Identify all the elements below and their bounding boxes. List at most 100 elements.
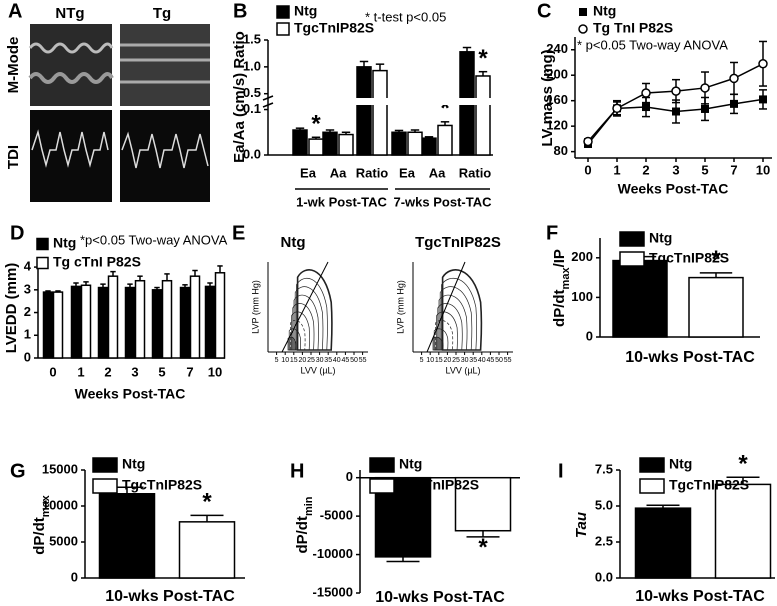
point xyxy=(583,136,593,147)
x-axis-label: 10-wks Post-TAC xyxy=(105,588,235,605)
y-tick-label: 5000 xyxy=(49,533,78,548)
y-axis-label-text: Tau xyxy=(573,512,590,538)
pv-loop xyxy=(438,294,468,351)
y-tick-label: 1.5 xyxy=(243,31,261,46)
panel-label: G xyxy=(10,460,26,482)
tdi-image xyxy=(120,110,210,202)
y-tick-label: -15000 xyxy=(313,584,353,599)
pv-loop xyxy=(439,286,473,351)
y-axis-label-sub: max xyxy=(560,267,572,290)
x-axis-label: Weeks Post-TAC xyxy=(75,386,186,402)
column-title: NTg xyxy=(55,5,84,22)
y-axis-label: LVP (mm Hg) xyxy=(250,280,260,334)
column-title: Tg xyxy=(153,5,171,22)
y-tick-label: 0.5 xyxy=(243,85,261,100)
y-tick-label: 100 xyxy=(571,289,593,304)
bar xyxy=(338,133,354,156)
y-axis-label: LV mass (mg) xyxy=(539,49,556,146)
y-tick-label: 0 xyxy=(346,469,353,484)
legend-label: TgcTnIP82S xyxy=(399,477,479,493)
bar xyxy=(714,483,772,579)
panel-label: D xyxy=(10,222,24,244)
y-axis-label-text: LVEDD (mm) xyxy=(3,263,20,354)
x-tick-label: 35 xyxy=(324,357,332,364)
bar xyxy=(421,137,437,156)
y-axis-label: LVEDD (mm) xyxy=(3,263,20,354)
x-tick-label: 10 xyxy=(426,357,434,364)
y-axis-label-text: dP/dt xyxy=(294,516,311,554)
legend-swatch xyxy=(369,478,395,494)
axis-break-mark xyxy=(262,102,274,108)
pv-loop xyxy=(435,319,454,351)
legend-swatch xyxy=(276,5,290,19)
x-tick-label: 25 xyxy=(307,357,315,364)
y-tick-label: -5000 xyxy=(320,508,353,523)
note: *p<0.05 Two-way ANOVA xyxy=(80,232,228,247)
note: * p<0.05 Two-way ANOVA xyxy=(577,37,728,52)
m-mode-trace xyxy=(120,43,210,84)
legend-label: Ntg xyxy=(669,456,692,472)
x-tick-label: 25 xyxy=(452,357,460,364)
y-tick-label: 240 xyxy=(546,41,568,56)
group-label: 7-wks Post-TAC xyxy=(394,194,493,209)
tdi-trace xyxy=(121,131,209,169)
x-tick-label: 55 xyxy=(359,357,367,364)
x-tick-label: 50 xyxy=(350,357,358,364)
y-tick-label: 0.0 xyxy=(243,146,261,161)
y-tick-label: 160 xyxy=(546,92,568,107)
bar xyxy=(407,131,423,156)
bar xyxy=(292,129,308,156)
y-axis-label: dP/dtmin xyxy=(294,496,315,553)
legend-label: Ntg xyxy=(593,3,616,19)
bar xyxy=(437,124,453,156)
y-tick-label: 3 xyxy=(24,281,31,296)
legend-marker xyxy=(579,8,587,16)
point xyxy=(700,83,710,93)
x-tick-label: 30 xyxy=(461,357,469,364)
note: * t-test p<0.05 xyxy=(365,9,446,24)
y-axis-label: dP/dtmax xyxy=(31,494,52,554)
panel-label: H xyxy=(290,460,304,482)
bar xyxy=(124,286,136,359)
x-tick-label: 5 xyxy=(420,357,424,364)
espvr-line xyxy=(281,261,329,353)
x-tick-label: 40 xyxy=(333,357,341,364)
x-axis-label: 10-wks Post-TAC xyxy=(375,589,505,606)
bar xyxy=(134,279,146,359)
y-tick-label: 0.0 xyxy=(595,569,613,584)
echo-images xyxy=(28,24,210,202)
legend-label: TgcTnIP82S xyxy=(649,250,729,266)
legend-swatch xyxy=(619,251,645,267)
pv-loop xyxy=(441,269,483,351)
bar xyxy=(107,275,119,359)
legend-label: TgcTnIP82S xyxy=(294,20,374,36)
y-tick-label: 10000 xyxy=(42,497,78,512)
significance-mark: * xyxy=(202,489,212,516)
x-tick-label: Ratio xyxy=(356,165,389,180)
point xyxy=(730,99,738,108)
y-tick-label: 200 xyxy=(546,67,568,82)
legend-swatch xyxy=(639,478,665,494)
bar xyxy=(612,259,668,338)
y-tick-label: 0.1 xyxy=(243,101,261,116)
legend-label: Tg TnI P82S xyxy=(593,20,673,36)
bar xyxy=(356,66,372,156)
legend-swatch xyxy=(369,457,395,473)
y-axis-label: Tau xyxy=(573,512,590,538)
y-tick-label: 7.5 xyxy=(595,461,613,476)
y-axis-label: LVP (mm Hg) xyxy=(395,280,405,334)
bar xyxy=(372,69,388,156)
legend-label: Tg cTnI P82S xyxy=(53,254,141,270)
x-tick-label: 2 xyxy=(104,364,111,379)
significance-mark: * xyxy=(738,451,748,478)
y-tick-label: 0 xyxy=(586,328,593,343)
point xyxy=(701,104,709,113)
y-axis-label-text: Ea/Aa (cm/s) Ratio xyxy=(231,31,248,163)
point xyxy=(758,58,768,69)
x-tick-label: Aa xyxy=(429,165,446,180)
y-axis-label-sub: min xyxy=(303,496,315,516)
x-axis-label: LVV (µL) xyxy=(445,365,480,375)
x-tick-label: 35 xyxy=(469,357,477,364)
y-tick-label: 0 xyxy=(24,349,31,364)
bar xyxy=(454,476,512,532)
